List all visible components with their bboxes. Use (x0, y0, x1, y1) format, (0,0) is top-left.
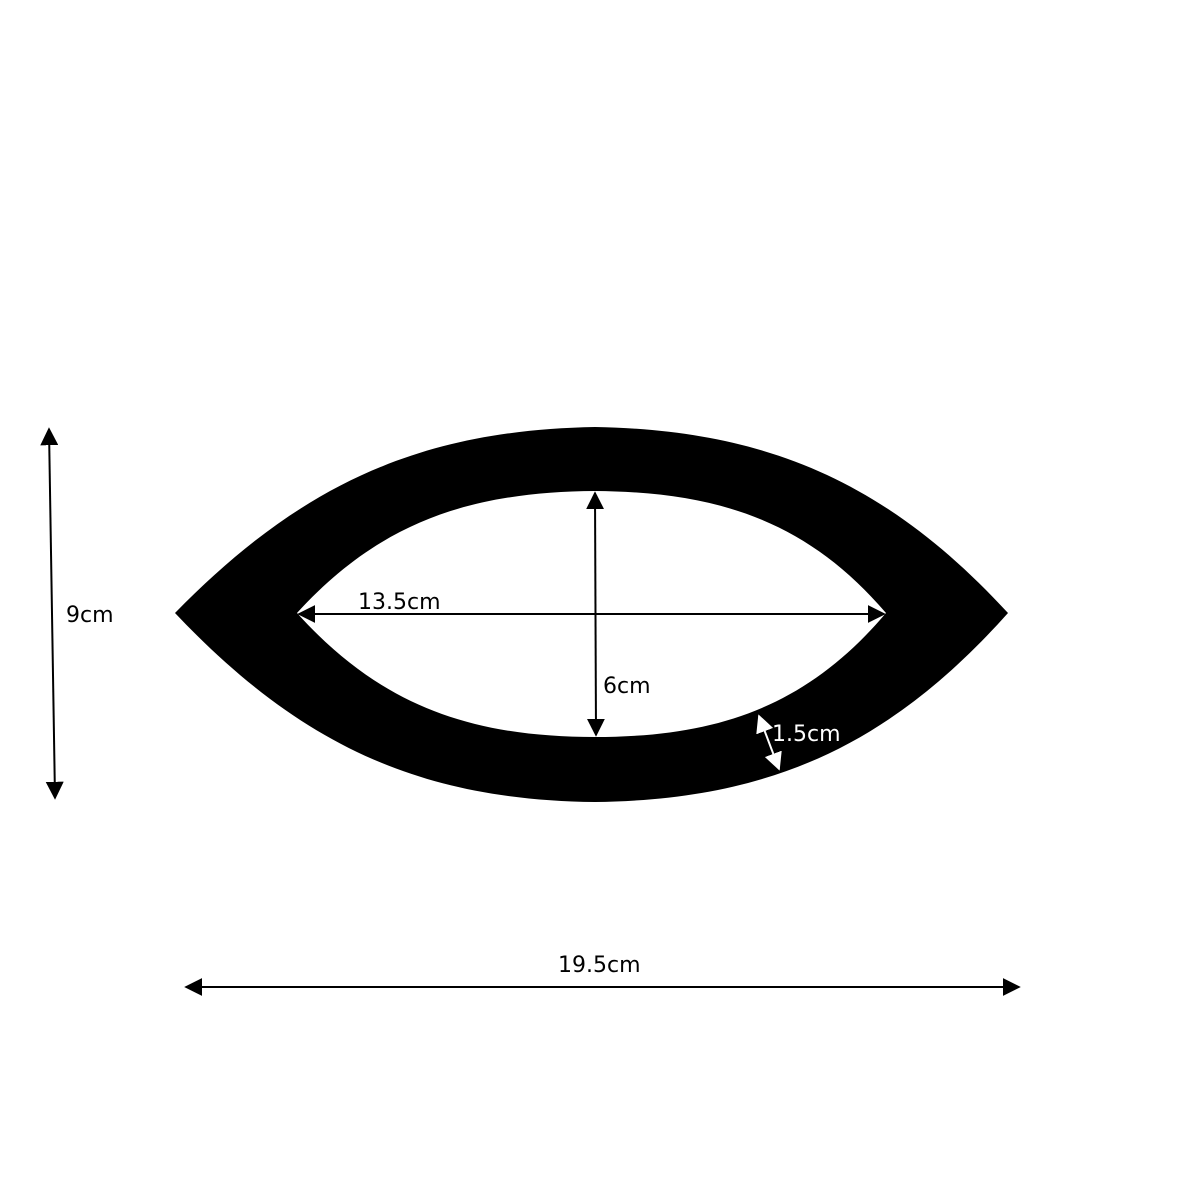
eye-ring-shape (175, 427, 1008, 802)
height-label: 9cm (66, 603, 114, 628)
inner-height-arrow (586, 491, 605, 737)
height-dimension-arrow (40, 427, 64, 800)
width-label: 19.5cm (558, 953, 641, 978)
inner-width-label: 13.5cm (358, 590, 441, 615)
thickness-label: 1.5cm (772, 722, 841, 747)
thickness-arrow (756, 714, 782, 771)
inner-height-label: 6cm (603, 674, 651, 699)
